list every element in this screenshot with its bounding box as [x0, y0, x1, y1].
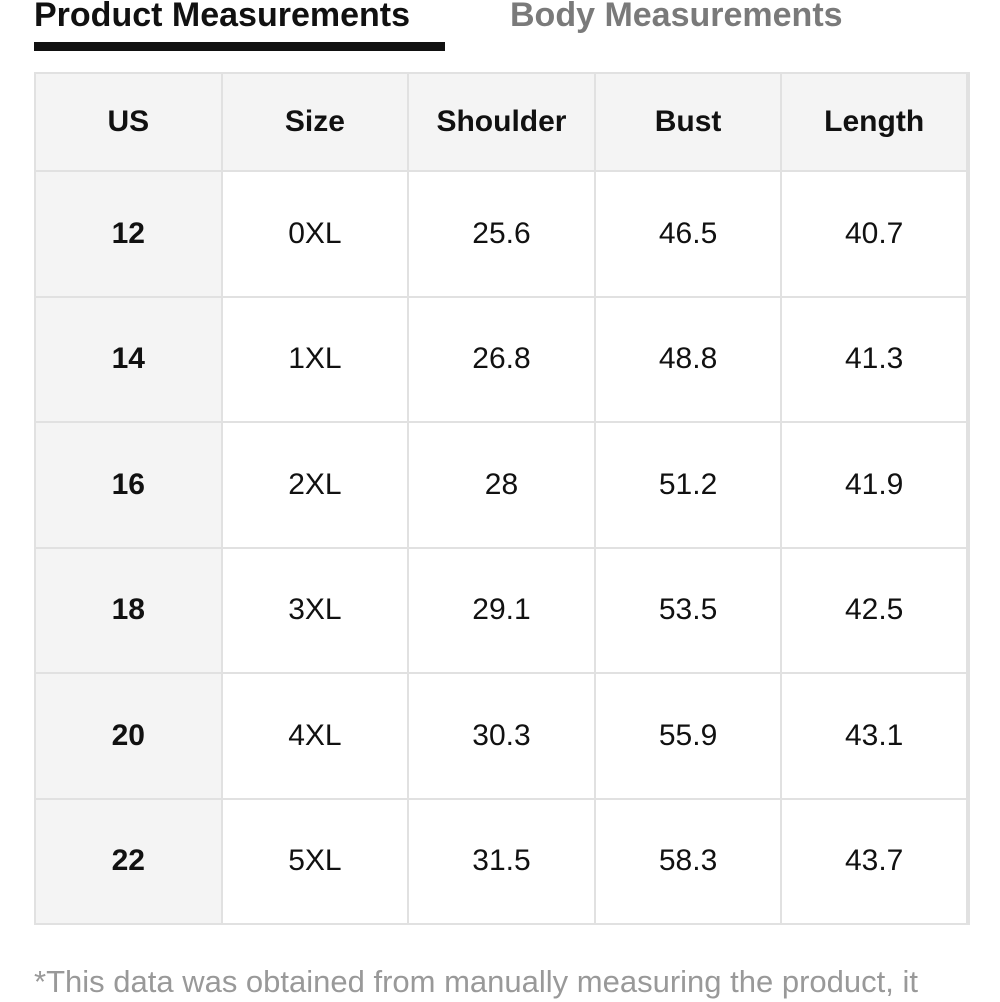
- shoulder-cell: 28: [407, 421, 596, 549]
- column-header-bust: Bust: [593, 72, 783, 172]
- table-row: 12 0XL 25.6 46.5 40.7: [34, 170, 970, 298]
- length-cell: 41.9: [780, 421, 970, 549]
- size-cell: 1XL: [220, 295, 410, 423]
- shoulder-cell: 30.3: [407, 672, 596, 800]
- size-chart-table: US Size Shoulder Bust Length 12 0XL 25.6…: [34, 72, 970, 925]
- bust-cell: 58.3: [593, 797, 783, 925]
- shoulder-cell: 31.5: [407, 797, 596, 925]
- us-size-cell: 12: [34, 170, 223, 298]
- column-header-length: Length: [780, 72, 970, 172]
- bust-cell: 51.2: [593, 421, 783, 549]
- table-header-row: US Size Shoulder Bust Length: [34, 72, 970, 172]
- table-row: 16 2XL 28 51.2 41.9: [34, 421, 970, 549]
- size-cell: 5XL: [220, 797, 410, 925]
- length-cell: 40.7: [780, 170, 970, 298]
- size-cell: 2XL: [220, 421, 410, 549]
- length-cell: 42.5: [780, 546, 970, 674]
- us-size-cell: 20: [34, 672, 223, 800]
- active-tab-indicator: [34, 42, 445, 51]
- size-cell: 0XL: [220, 170, 410, 298]
- measurement-disclaimer: *This data was obtained from manually me…: [34, 964, 918, 999]
- size-cell: 4XL: [220, 672, 410, 800]
- us-size-cell: 16: [34, 421, 223, 549]
- bust-cell: 46.5: [593, 170, 783, 298]
- length-cell: 43.7: [780, 797, 970, 925]
- shoulder-cell: 26.8: [407, 295, 596, 423]
- us-size-cell: 14: [34, 295, 223, 423]
- shoulder-cell: 25.6: [407, 170, 596, 298]
- tab-product-measurements[interactable]: Product Measurements: [34, 0, 410, 34]
- shoulder-cell: 29.1: [407, 546, 596, 674]
- column-header-shoulder: Shoulder: [407, 72, 596, 172]
- length-cell: 43.1: [780, 672, 970, 800]
- size-cell: 3XL: [220, 546, 410, 674]
- us-size-cell: 18: [34, 546, 223, 674]
- bust-cell: 55.9: [593, 672, 783, 800]
- us-size-cell: 22: [34, 797, 223, 925]
- tab-body-measurements[interactable]: Body Measurements: [510, 0, 843, 34]
- bust-cell: 53.5: [593, 546, 783, 674]
- table-row: 22 5XL 31.5 58.3 43.7: [34, 797, 970, 925]
- table-row: 14 1XL 26.8 48.8 41.3: [34, 295, 970, 423]
- column-header-size: Size: [220, 72, 410, 172]
- bust-cell: 48.8: [593, 295, 783, 423]
- length-cell: 41.3: [780, 295, 970, 423]
- measurement-tabs: Product Measurements Body Measurements: [0, 0, 1000, 56]
- table-row: 18 3XL 29.1 53.5 42.5: [34, 546, 970, 674]
- table-row: 20 4XL 30.3 55.9 43.1: [34, 672, 970, 800]
- column-header-us: US: [34, 72, 223, 172]
